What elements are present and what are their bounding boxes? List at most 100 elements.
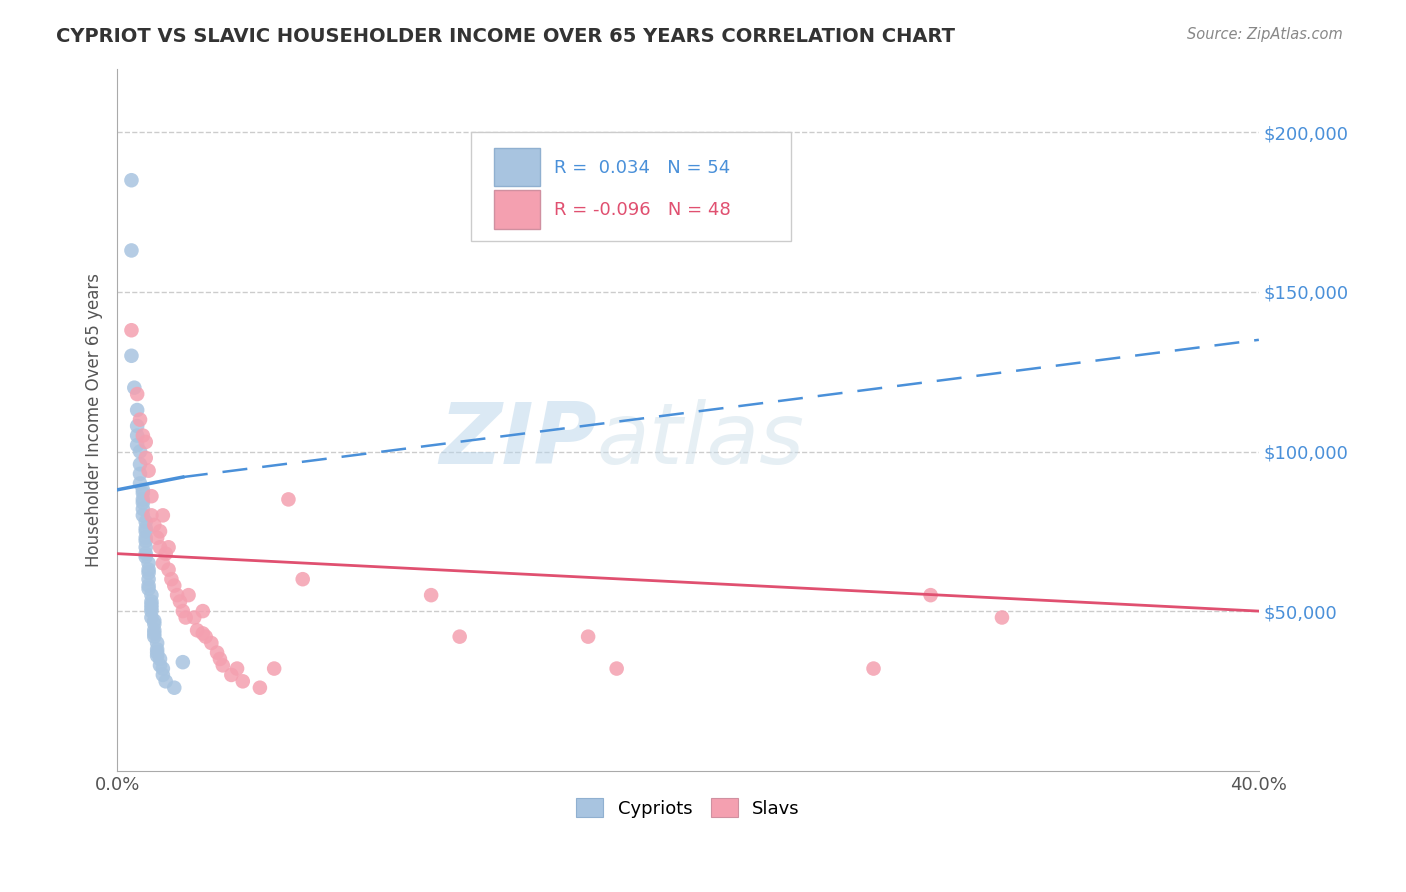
Point: [141, 610, 163, 624]
Point: [132, 495, 155, 509]
Point: [172, 604, 194, 618]
Point: [143, 616, 166, 631]
Point: [174, 610, 197, 624]
Point: [920, 588, 942, 602]
Point: [211, 658, 233, 673]
Point: [146, 648, 169, 663]
Point: [135, 434, 157, 449]
Point: [141, 489, 163, 503]
Point: [127, 403, 149, 417]
Point: [152, 668, 174, 682]
Point: [862, 662, 884, 676]
Point: [120, 349, 142, 363]
Point: [138, 464, 160, 478]
Text: R =  0.034   N = 54: R = 0.034 N = 54: [554, 159, 731, 177]
Point: [141, 588, 163, 602]
Point: [143, 626, 166, 640]
Point: [155, 674, 177, 689]
Point: [132, 486, 155, 500]
Point: [129, 458, 152, 472]
Point: [143, 630, 166, 644]
Point: [138, 572, 160, 586]
Point: [576, 630, 599, 644]
Point: [120, 173, 142, 187]
Point: [149, 658, 172, 673]
Point: [149, 524, 172, 539]
Point: [127, 419, 149, 434]
Point: [177, 588, 200, 602]
Y-axis label: Householder Income Over 65 years: Householder Income Over 65 years: [86, 273, 103, 566]
Point: [191, 626, 214, 640]
Point: [132, 492, 155, 507]
Point: [149, 541, 172, 555]
Point: [221, 668, 243, 682]
Point: [172, 655, 194, 669]
Point: [194, 630, 217, 644]
Bar: [494, 190, 540, 228]
Text: atlas: atlas: [596, 400, 804, 483]
Point: [143, 624, 166, 638]
Point: [166, 588, 188, 602]
Point: [129, 412, 152, 426]
Point: [149, 652, 172, 666]
Point: [291, 572, 314, 586]
Point: [127, 428, 149, 442]
Point: [200, 636, 222, 650]
Point: [152, 556, 174, 570]
Point: [127, 438, 149, 452]
Point: [152, 662, 174, 676]
Point: [129, 467, 152, 481]
Point: [991, 610, 1014, 624]
Point: [135, 549, 157, 564]
Point: [127, 387, 149, 401]
Point: [420, 588, 443, 602]
Point: [141, 598, 163, 612]
Point: [606, 662, 628, 676]
FancyBboxPatch shape: [471, 132, 790, 241]
Point: [449, 630, 471, 644]
Point: [120, 244, 142, 258]
Point: [141, 604, 163, 618]
Point: [143, 614, 166, 628]
Text: R = -0.096   N = 48: R = -0.096 N = 48: [554, 201, 731, 219]
Text: CYPRIOT VS SLAVIC HOUSEHOLDER INCOME OVER 65 YEARS CORRELATION CHART: CYPRIOT VS SLAVIC HOUSEHOLDER INCOME OVE…: [56, 27, 955, 45]
Point: [135, 450, 157, 465]
Text: ZIP: ZIP: [439, 400, 596, 483]
Point: [160, 572, 183, 586]
Point: [135, 531, 157, 545]
Point: [135, 521, 157, 535]
Point: [120, 323, 142, 337]
Point: [138, 582, 160, 596]
Point: [129, 476, 152, 491]
Point: [146, 642, 169, 657]
Point: [205, 646, 228, 660]
Point: [263, 662, 285, 676]
Point: [146, 531, 169, 545]
Point: [138, 556, 160, 570]
Point: [141, 601, 163, 615]
Point: [163, 578, 186, 592]
Point: [169, 594, 191, 608]
Point: [226, 662, 249, 676]
Point: [135, 533, 157, 548]
Point: [152, 508, 174, 523]
Point: [146, 646, 169, 660]
Point: [138, 563, 160, 577]
Point: [232, 674, 254, 689]
Point: [135, 524, 157, 539]
Point: [132, 502, 155, 516]
Point: [157, 541, 180, 555]
Point: [249, 681, 271, 695]
Legend: Cypriots, Slavs: Cypriots, Slavs: [569, 791, 807, 825]
Point: [163, 681, 186, 695]
Point: [132, 483, 155, 497]
Point: [135, 547, 157, 561]
Point: [138, 578, 160, 592]
Point: [132, 508, 155, 523]
Point: [191, 604, 214, 618]
Point: [208, 652, 231, 666]
Point: [146, 636, 169, 650]
Point: [135, 541, 157, 555]
Point: [129, 444, 152, 458]
Point: [143, 517, 166, 532]
